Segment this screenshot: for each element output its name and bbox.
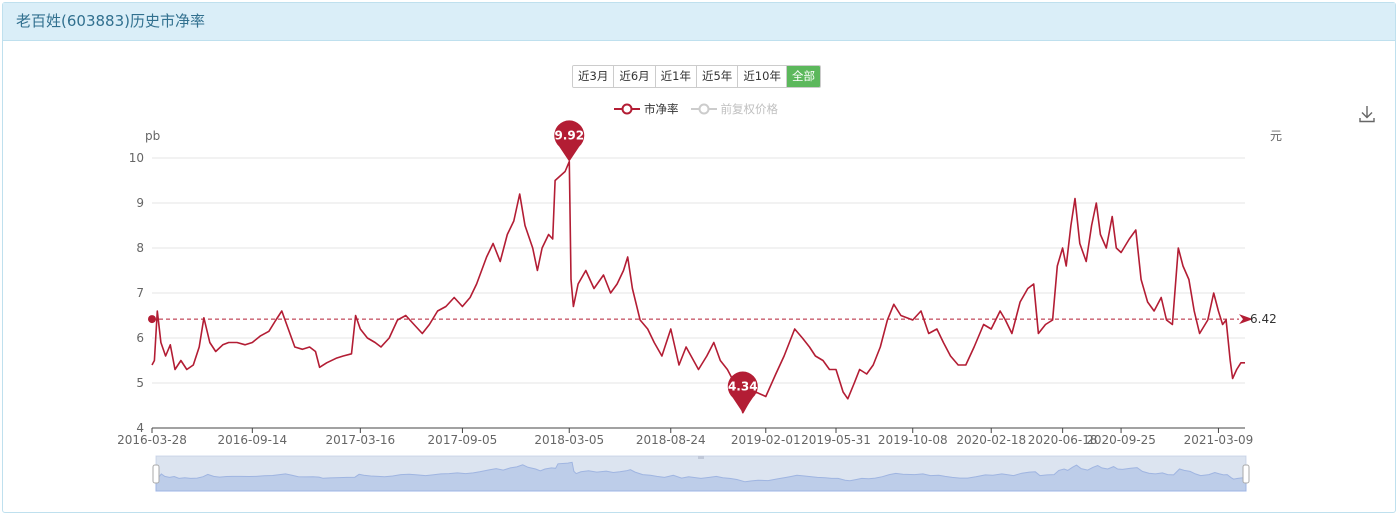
range-button-6m[interactable]: 近6月 <box>614 66 656 87</box>
download-icon <box>1359 106 1375 123</box>
legend-label-price: 前复权价格 <box>720 102 779 116</box>
chart-legend: 市净率 前复权价格 <box>614 101 778 117</box>
range-button-3m[interactable]: 近3月 <box>573 66 615 87</box>
download-button[interactable] <box>1357 104 1377 124</box>
legend-item-price[interactable]: 前复权价格 <box>690 101 779 117</box>
range-button-10y[interactable]: 近10年 <box>738 66 787 87</box>
legend-item-pb[interactable]: 市净率 <box>614 101 679 117</box>
legend-line-circle-icon <box>614 103 640 115</box>
range-button-all[interactable]: 全部 <box>786 66 820 87</box>
legend-line-circle-icon <box>690 103 717 115</box>
range-button-5y[interactable]: 近5年 <box>696 66 739 87</box>
panel-title: 老百姓(603883)历史市净率 <box>3 3 1395 41</box>
range-selector: 近3月 近6月 近1年 近5年 近10年 全部 <box>572 65 821 88</box>
range-button-1y[interactable]: 近1年 <box>655 66 697 87</box>
legend-label-pb: 市净率 <box>644 102 679 116</box>
